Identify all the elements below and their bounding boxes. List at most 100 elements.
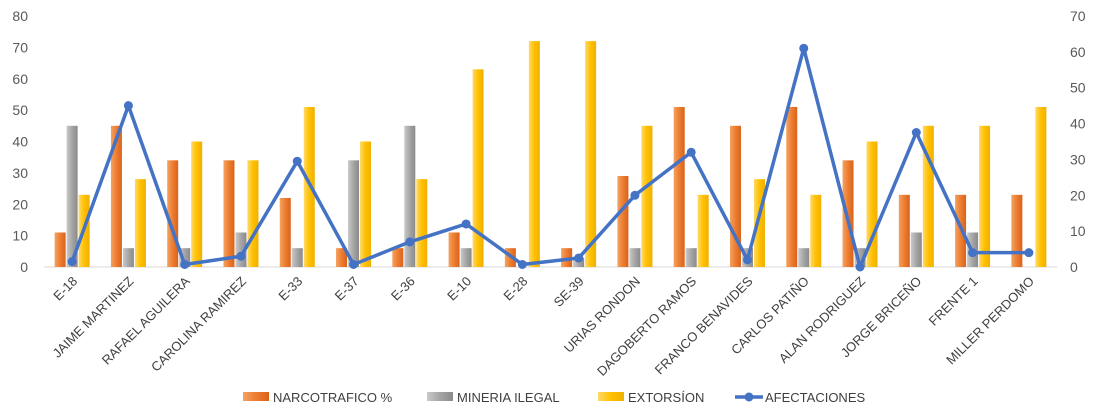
bar-narcotrafico	[673, 106, 685, 267]
bar-narcotrafico	[561, 248, 573, 267]
left-tick-label: 70	[12, 39, 28, 55]
bar-extorsi-on	[979, 125, 991, 267]
left-tick-label: 40	[12, 134, 28, 150]
bar-extorsi-on	[191, 141, 203, 267]
bar-mineria-ilegal	[629, 248, 641, 267]
bar-mineria-ilegal	[348, 160, 360, 267]
bar-mineria-ilegal	[235, 232, 247, 267]
bar-narcotrafico	[167, 160, 179, 267]
afectaciones-point	[855, 262, 865, 272]
bar-mineria-ilegal	[685, 248, 697, 267]
bar-extorsi-on	[810, 194, 822, 267]
afectaciones-line	[70, 46, 1029, 269]
bar-narcotrafico	[54, 232, 66, 267]
right-tick-label: 40	[1070, 116, 1086, 132]
bar-extorsi-on	[922, 125, 934, 267]
bar-narcotrafico	[898, 194, 910, 267]
afectaciones-point	[517, 259, 527, 269]
afectaciones-point	[574, 253, 584, 263]
bar-narcotrafico	[729, 125, 741, 267]
bar-mineria-ilegal	[179, 248, 191, 267]
category-label: DAGOBERTO RAMOS	[594, 273, 700, 379]
bar-narcotrafico	[223, 160, 235, 267]
right-tick-label: 60	[1070, 44, 1086, 60]
legend-label-mineria-ilegal: MINERIA ILEGAL	[457, 390, 560, 405]
left-tick-label: 30	[12, 165, 28, 181]
category-label: E-18	[50, 274, 80, 304]
bar-mineria-ilegal	[122, 248, 134, 267]
legend-label-afectaciones: AFECTACIONES	[765, 390, 865, 405]
bar-extorsi-on	[1035, 106, 1047, 267]
right-tick-label: 30	[1070, 151, 1086, 167]
bar-mineria-ilegal	[910, 232, 922, 267]
bar-extorsi-on	[472, 69, 484, 268]
afectaciones-point	[67, 257, 77, 267]
legend: NARCOTRAFICO % MINERIA ILEGAL EXTORSÍON AFE…	[243, 390, 865, 405]
afectaciones-point	[461, 219, 471, 229]
line-series	[67, 43, 1034, 272]
right-tick-label: 70	[1070, 8, 1086, 24]
afectaciones-point	[968, 248, 978, 258]
category-label: E-36	[388, 274, 418, 304]
legend-marker	[744, 392, 754, 402]
bar-mineria-ilegal	[798, 248, 810, 267]
bar-extorsi-on	[641, 125, 653, 267]
bar-extorsi-on	[697, 194, 709, 267]
right-axis: 0 10 20 30 40 50 60 70	[1070, 8, 1086, 275]
category-label: E-37	[332, 274, 362, 304]
category-label: E-33	[275, 274, 305, 304]
right-tick-label: 0	[1070, 259, 1078, 275]
afectaciones-point	[405, 237, 415, 247]
bar-mineria-ilegal	[291, 248, 303, 267]
bar-narcotrafico	[110, 125, 122, 267]
right-tick-label: 10	[1070, 223, 1086, 239]
category-label: E-28	[500, 274, 530, 304]
afectaciones-point	[180, 259, 190, 269]
left-tick-label: 10	[12, 228, 28, 244]
right-tick-label: 20	[1070, 187, 1086, 203]
afectaciones-point	[911, 128, 921, 138]
afectaciones-point	[1024, 248, 1034, 258]
bar-mineria-ilegal	[404, 125, 416, 267]
bar-mineria-ilegal	[66, 125, 78, 267]
bar-extorsi-on	[585, 41, 597, 267]
bar-extorsi-on	[247, 160, 259, 267]
bar-mineria-ilegal	[460, 248, 472, 267]
left-tick-label: 50	[12, 102, 28, 118]
bar-narcotrafico	[617, 176, 629, 267]
category-label: E-10	[444, 274, 474, 304]
bar-narcotrafico	[392, 248, 404, 267]
afectaciones-point	[630, 190, 640, 200]
bar-extorsi-on	[528, 41, 540, 267]
legend-swatch-extorsi-on	[598, 392, 624, 401]
right-tick-label: 50	[1070, 80, 1086, 96]
bar-extorsi-on	[303, 106, 315, 267]
afectaciones-point	[742, 255, 752, 265]
afectaciones-point	[123, 101, 133, 111]
bar-narcotrafico	[336, 248, 348, 267]
bar-narcotrafico	[448, 232, 460, 267]
bar-mineria-ilegal	[854, 248, 866, 267]
bar-extorsi-on	[866, 141, 878, 267]
legend-swatch-narcotrafico	[243, 392, 269, 401]
left-axis: 0 10 20 30 40 50 60 70 80	[12, 8, 28, 275]
bar-extorsi-on	[416, 179, 428, 267]
bar-extorsi-on	[360, 141, 372, 267]
afectaciones-point	[292, 156, 302, 166]
legend-label-narcotrafico: NARCOTRAFICO %	[273, 390, 393, 405]
afectaciones-point	[349, 259, 359, 269]
afectaciones-point	[686, 147, 696, 157]
left-tick-label: 0	[20, 259, 28, 275]
bar-narcotrafico	[279, 197, 291, 267]
legend-label-extorsi-on: EXTORSÍON	[628, 390, 704, 405]
bar-narcotrafico	[786, 106, 798, 267]
afectaciones-point	[236, 251, 246, 261]
bar-narcotrafico	[1011, 194, 1023, 267]
category-label: FRENTE 1	[926, 274, 981, 329]
category-label: FRANCO BENAVIDES	[652, 273, 756, 377]
legend-swatch-mineria-ilegal	[427, 392, 453, 401]
afectaciones-point	[799, 43, 809, 53]
bar-extorsi-on	[753, 179, 765, 267]
